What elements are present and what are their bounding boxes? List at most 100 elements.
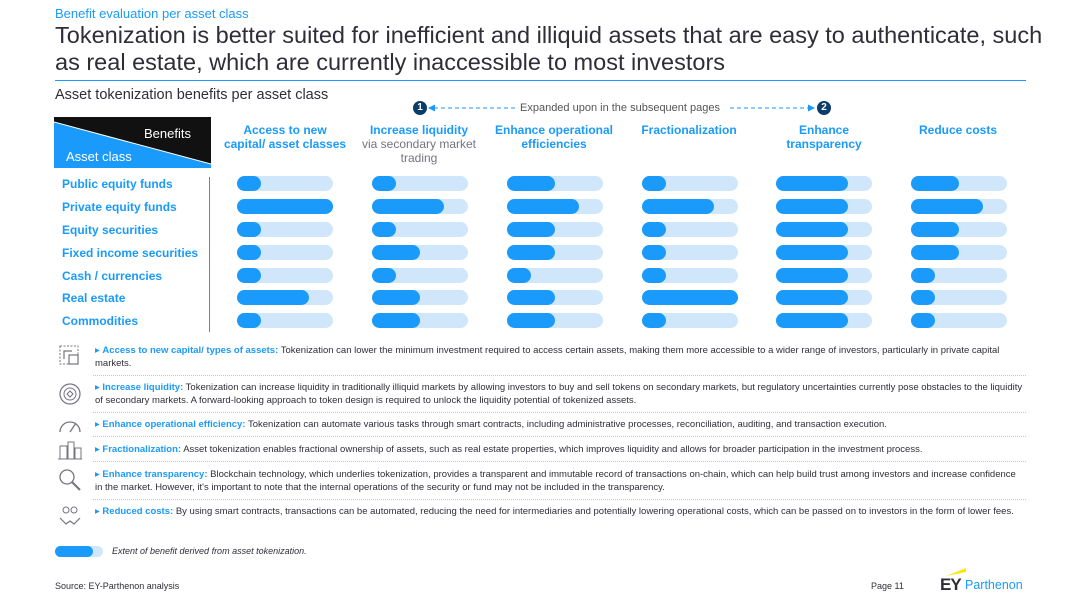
benefit-bar-track <box>507 290 603 305</box>
benefit-bar-fill <box>642 222 666 237</box>
gauge-icon <box>59 421 81 433</box>
header-divider <box>55 80 1026 81</box>
buildings-icon <box>58 441 82 460</box>
benefit-bar-fill <box>911 199 983 214</box>
benefit-bar-track <box>911 222 1007 237</box>
benefit-bar-fill <box>237 268 261 283</box>
description-fractionalization: ▸ Fractionalization: Asset tokenization … <box>95 444 923 455</box>
benefit-bar-track <box>372 222 468 237</box>
corner-header <box>54 117 211 168</box>
row-label-equity-securities: Equity securities <box>62 223 159 237</box>
benefit-bar-track <box>911 176 1007 191</box>
description-divider <box>93 461 1026 462</box>
benefit-bar-fill <box>237 176 261 191</box>
benefit-bar-fill <box>237 313 261 328</box>
page-number: Page 11 <box>871 581 904 591</box>
logo-name: Parthenon <box>965 578 1023 592</box>
benefit-bar-track <box>642 176 738 191</box>
benefit-bar-track <box>237 222 333 237</box>
description-title: Enhance transparency: <box>102 469 208 480</box>
benefit-bar-fill <box>642 199 714 214</box>
column-header-fractionalization: Fractionalization <box>627 123 751 137</box>
section-subtitle: Asset tokenization benefits per asset cl… <box>55 87 329 103</box>
benefit-bar-track <box>642 222 738 237</box>
benefit-bar-track <box>776 245 872 260</box>
benefit-bar-fill <box>507 199 579 214</box>
benefit-bar-fill <box>507 222 555 237</box>
legend-bar-fill <box>55 546 93 557</box>
legend-text: Extent of benefit derived from asset tok… <box>112 546 307 556</box>
column-title: Fractionalization <box>641 123 737 137</box>
benefit-bar-track <box>776 199 872 214</box>
benefit-bar-track <box>372 176 468 191</box>
headline: Tokenization is better suited for ineffi… <box>55 22 1043 75</box>
legend-bar <box>55 546 103 557</box>
row-label-private-equity: Private equity funds <box>62 200 177 214</box>
table-divider <box>209 177 210 332</box>
benefit-bar-fill <box>372 313 420 328</box>
benefit-bar-track <box>911 268 1007 283</box>
column-header-costs: Reduce costs <box>896 123 1020 137</box>
description-title: Increase liquidity: <box>102 382 184 393</box>
benefit-bar-track <box>237 199 333 214</box>
benefit-bar-fill <box>776 268 848 283</box>
benefit-bar-track <box>776 176 872 191</box>
logo-beam-icon <box>946 568 966 576</box>
benefit-bar-track <box>372 290 468 305</box>
column-title: Increase liquidity <box>369 123 469 137</box>
benefit-bar-fill <box>911 313 935 328</box>
benefit-bar-track <box>372 268 468 283</box>
column-header-transparency: Enhance transparency <box>771 123 877 151</box>
arrow-left-dashed <box>428 104 516 112</box>
description-title: Reduced costs: <box>102 506 174 517</box>
liquidity-icon <box>59 383 81 405</box>
description-liquidity: ▸ Increase liquidity: Tokenization can i… <box>95 382 1023 406</box>
benefit-bar-fill <box>911 245 959 260</box>
marker-1: 1 <box>413 101 427 115</box>
benefit-bar-track <box>507 268 603 283</box>
arrow-right-dashed <box>730 104 815 112</box>
description-divider <box>93 412 1026 413</box>
description-access: ▸ Access to new capital/ types of assets… <box>95 345 1000 369</box>
benefit-bar-fill <box>911 176 959 191</box>
column-title: Reduce costs <box>918 123 998 137</box>
row-label-real-estate: Real estate <box>62 291 126 305</box>
description-divider <box>93 499 1026 500</box>
description-divider <box>93 436 1026 437</box>
benefit-bar-fill <box>237 245 261 260</box>
column-header-access: Access to new capital/ asset classes <box>223 123 347 151</box>
description-title: Fractionalization: <box>102 444 182 455</box>
benefit-bar-fill <box>642 176 666 191</box>
column-title: Enhance transparency <box>786 123 862 151</box>
benefit-bar-track <box>642 245 738 260</box>
description-text: By using smart contracts, transactions c… <box>175 506 1014 517</box>
expanded-note: Expanded upon in the subsequent pages <box>520 102 720 114</box>
benefit-bar-fill <box>237 222 261 237</box>
magnifier-icon <box>59 469 81 491</box>
row-label-cash: Cash / currencies <box>62 269 163 283</box>
description-costs: ▸ Reduced costs: By using smart contract… <box>95 506 1014 517</box>
benefit-bar-fill <box>507 290 555 305</box>
column-title: Access to new capital/ asset classes <box>223 123 347 151</box>
benefit-bar-fill <box>507 176 555 191</box>
benefit-bar-fill <box>911 268 935 283</box>
benefit-bar-fill <box>776 290 848 305</box>
column-header-operational: Enhance operational efficiencies <box>492 123 616 151</box>
benefit-bar-track <box>372 245 468 260</box>
benefit-bar-track <box>911 290 1007 305</box>
description-title: Access to new capital/ types of assets: <box>102 345 279 356</box>
description-operational: ▸ Enhance operational efficiency: Tokeni… <box>95 419 887 430</box>
benefit-bar-track <box>911 313 1007 328</box>
benefit-bar-fill <box>776 176 848 191</box>
benefit-bar-track <box>642 268 738 283</box>
column-subtitle: via secondary market trading <box>361 137 477 165</box>
description-text: Blockchain technology, which underlies t… <box>95 469 1016 493</box>
hand-coins-icon <box>59 506 81 525</box>
benefit-bar-fill <box>642 245 666 260</box>
benefit-bar-fill <box>776 245 848 260</box>
benefit-bar-fill <box>642 313 666 328</box>
benefit-bar-track <box>507 313 603 328</box>
benefit-bar-track <box>237 290 333 305</box>
capital-icon <box>59 345 79 365</box>
benefit-bar-fill <box>372 176 396 191</box>
